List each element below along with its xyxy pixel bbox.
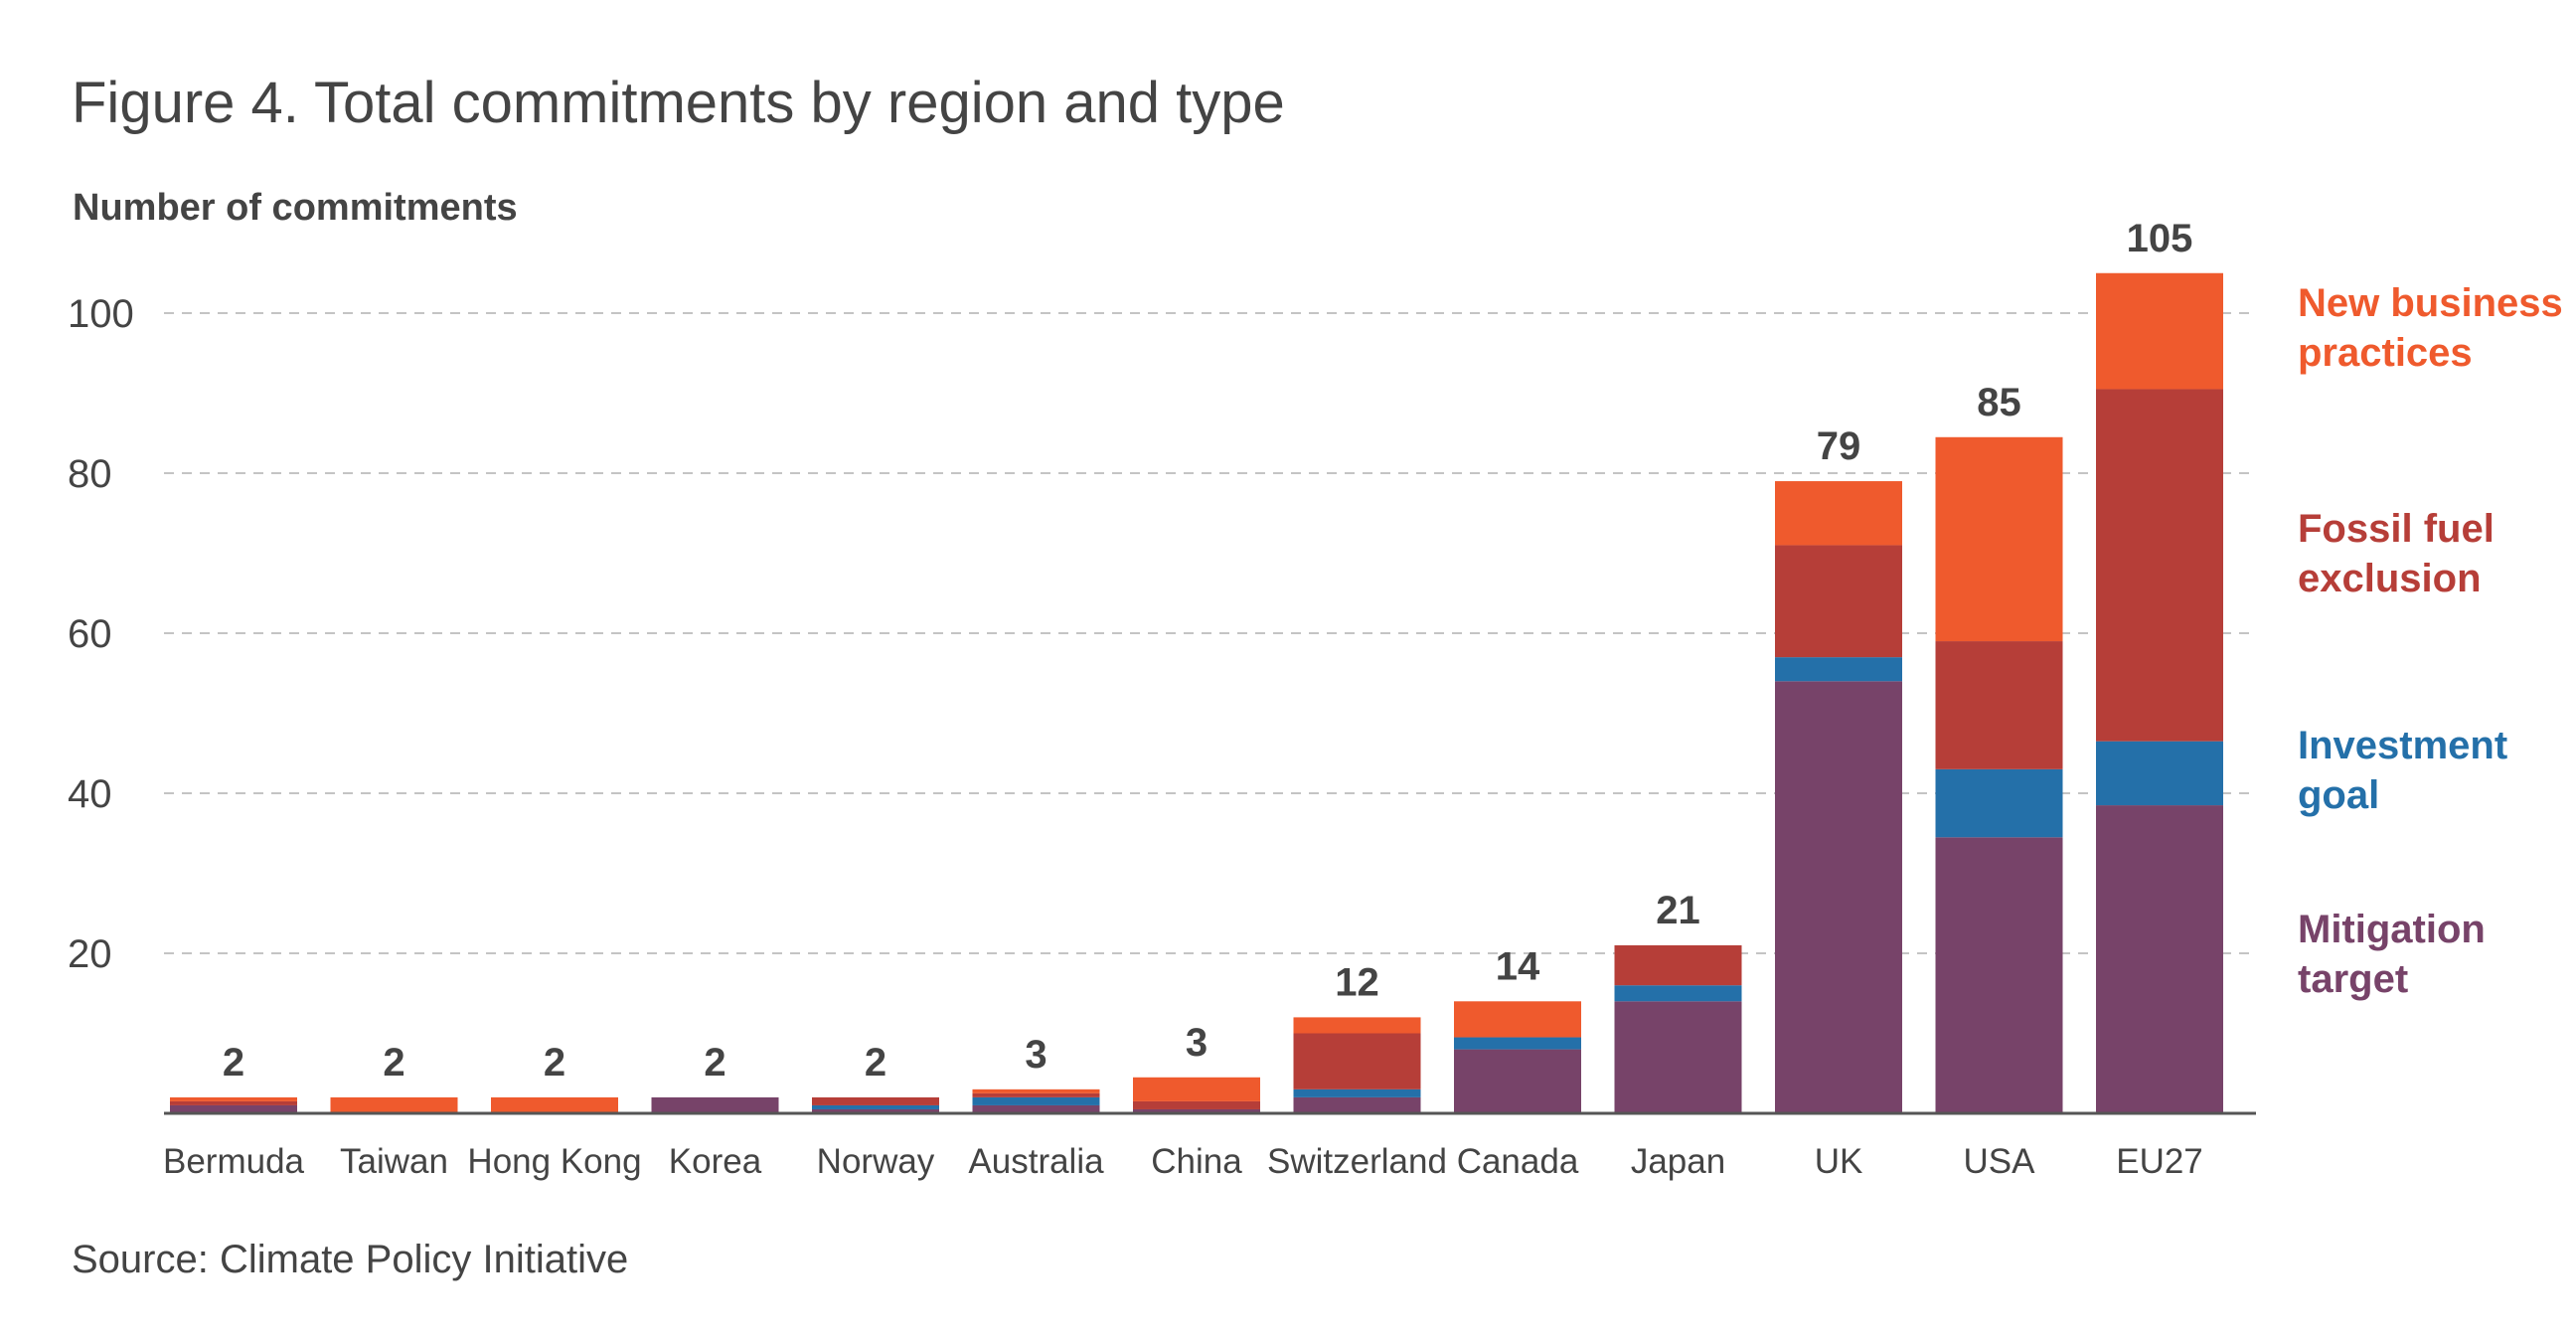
bar-segment-fossil-fuel-exclusion xyxy=(1935,641,2063,769)
bar-segment-mitigation-target xyxy=(1293,1096,1421,1113)
y-axis-title: Number of commitments xyxy=(73,187,518,229)
bar-total-label: 3 xyxy=(1186,1021,1208,1065)
y-tick-label: 20 xyxy=(68,932,112,976)
bar-segment-fossil-fuel-exclusion xyxy=(2096,389,2223,742)
bar-segment-investment-goal xyxy=(812,1104,939,1109)
bar-segment-new-business-practices xyxy=(972,1088,1100,1093)
figure-title: Figure 4. Total commitments by region an… xyxy=(72,71,1285,135)
bar-total-label: 2 xyxy=(223,1041,244,1085)
bar-segment-new-business-practices xyxy=(2096,272,2223,390)
x-tick-label: UK xyxy=(1815,1142,1863,1181)
bar-total-label: 85 xyxy=(1977,381,2021,424)
y-tick-label: 80 xyxy=(68,452,112,496)
x-tick-label: Canada xyxy=(1457,1142,1579,1181)
bar-segment-new-business-practices xyxy=(491,1096,618,1113)
bar-segment-new-business-practices xyxy=(1935,436,2063,642)
bar-segment-new-business-practices xyxy=(1775,481,1902,546)
bar-segment-new-business-practices xyxy=(1293,1017,1421,1034)
x-tick-label: USA xyxy=(1964,1142,2036,1181)
bar-segment-investment-goal xyxy=(972,1096,1100,1105)
x-tick-label: Taiwan xyxy=(340,1142,448,1181)
legend-entry: Investment goal xyxy=(2298,724,2507,817)
bar-total-label: 2 xyxy=(704,1041,725,1085)
bar-segment-investment-goal xyxy=(2096,741,2223,806)
bar-segment-new-business-practices xyxy=(1454,1001,1581,1038)
legend-entry: New business practices xyxy=(2298,281,2563,375)
y-tick-label: 40 xyxy=(68,772,112,816)
bar-segment-fossil-fuel-exclusion xyxy=(1775,545,1902,658)
bar-segment-mitigation-target xyxy=(1775,681,1902,1113)
legend-entry: Fossil fuel exclusion xyxy=(2298,507,2495,600)
x-tick-label: Hong Kong xyxy=(467,1142,641,1181)
x-tick-label: EU27 xyxy=(2116,1142,2203,1181)
x-tick-label: Norway xyxy=(817,1142,935,1181)
x-tick-label: Australia xyxy=(968,1142,1104,1181)
bar-segment-mitigation-target xyxy=(1614,1001,1742,1113)
bar-segment-mitigation-target xyxy=(2096,805,2223,1113)
source-note: Source: Climate Policy Initiative xyxy=(72,1238,629,1281)
bar-segment-fossil-fuel-exclusion xyxy=(1614,944,1742,986)
bar-segment-mitigation-target xyxy=(1454,1049,1581,1113)
y-tick-label: 100 xyxy=(68,292,134,336)
x-tick-label: China xyxy=(1151,1142,1242,1181)
bar-segment-mitigation-target xyxy=(651,1096,779,1113)
bar-segment-fossil-fuel-exclusion xyxy=(170,1100,297,1105)
bar-segment-mitigation-target xyxy=(812,1108,939,1113)
bar-segment-investment-goal xyxy=(1935,768,2063,838)
bar-total-label: 2 xyxy=(865,1041,886,1085)
bar-segment-new-business-practices xyxy=(330,1096,458,1113)
bar-total-label: 12 xyxy=(1335,960,1379,1004)
bar-segment-mitigation-target xyxy=(170,1104,297,1113)
bar-total-label: 21 xyxy=(1656,889,1700,932)
bar-total-label: 79 xyxy=(1817,424,1861,468)
legend-entry: Mitigation target xyxy=(2298,908,2486,1001)
bar-total-label: 2 xyxy=(544,1041,565,1085)
x-tick-label: Bermuda xyxy=(163,1142,305,1181)
bar-segment-investment-goal xyxy=(1293,1088,1421,1097)
bar-segment-new-business-practices xyxy=(1133,1077,1260,1101)
bar-segment-new-business-practices xyxy=(170,1096,297,1101)
bar-segment-fossil-fuel-exclusion xyxy=(972,1092,1100,1097)
x-tick-label: Korea xyxy=(669,1142,762,1181)
bar-segment-investment-goal xyxy=(1614,985,1742,1002)
x-tick-label: Japan xyxy=(1631,1142,1725,1181)
bar-segment-fossil-fuel-exclusion xyxy=(1133,1100,1260,1109)
bar-total-label: 105 xyxy=(2127,217,2193,260)
bar-segment-mitigation-target xyxy=(1133,1108,1260,1113)
bar-segment-fossil-fuel-exclusion xyxy=(1293,1033,1421,1089)
bar-segment-mitigation-target xyxy=(972,1104,1100,1113)
bar-total-label: 3 xyxy=(1025,1033,1046,1077)
bar-total-label: 14 xyxy=(1496,944,1540,988)
bar-segment-mitigation-target xyxy=(1935,837,2063,1113)
x-tick-label: Switzerland xyxy=(1267,1142,1447,1181)
bar-segment-investment-goal xyxy=(1775,657,1902,682)
y-tick-label: 60 xyxy=(68,612,112,656)
bar-segment-investment-goal xyxy=(1454,1037,1581,1050)
bar-total-label: 2 xyxy=(383,1041,404,1085)
bar-segment-fossil-fuel-exclusion xyxy=(812,1096,939,1105)
